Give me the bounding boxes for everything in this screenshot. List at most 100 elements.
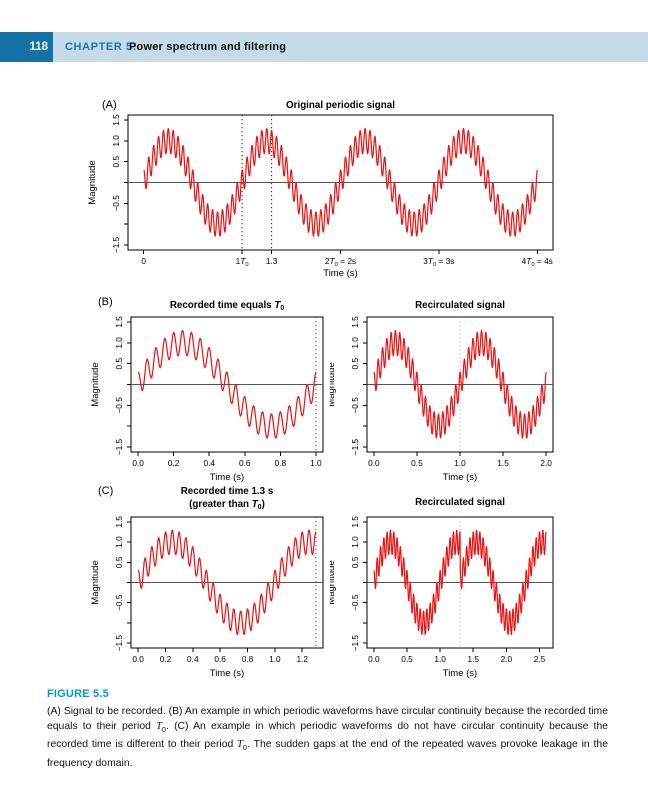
y-axis: −1.5 −0.5 0.5 1.0 1.5 (350, 316, 367, 455)
x-tick-label: 0.0 (132, 458, 144, 468)
x-tick-label: 1.0 (454, 458, 466, 468)
y-tick-label: −1.5 (350, 635, 360, 652)
y-tick-label: 1.0 (114, 337, 124, 349)
y-axis-label: Magnitude (330, 560, 337, 604)
y-tick-label: −0.5 (114, 594, 124, 611)
y-axis-label: Magnitude (87, 160, 98, 204)
y-tick-label: 0.5 (350, 358, 360, 370)
x-tick-label: 0.0 (132, 654, 144, 664)
x-axis-label: Time (s) (443, 668, 477, 679)
x-tick-label: 2.0 (501, 654, 513, 664)
x-tick-label: 1T0 (236, 256, 249, 268)
x-tick-label: 1.0 (434, 654, 446, 664)
plot-c-right: 0.0 0.5 1.0 1.5 2.0 2.5 −1.5 −0.5 0.5 1.0 1.5 Time … (330, 497, 554, 679)
y-tick-label: −0.5 (111, 195, 121, 212)
y-tick-label: 0.5 (114, 358, 124, 370)
x-axis: 0 1T0 1.3 2T0 = 2s 3T0 = 3s 4T0 = 4s (141, 250, 553, 268)
page-number-box: 118 (0, 32, 53, 62)
x-tick-label: 0.2 (168, 458, 180, 468)
plot-title: (greater than T0) (189, 499, 265, 511)
x-axis-label: Time (s) (443, 472, 477, 483)
y-tick-label: −0.5 (350, 397, 360, 414)
figure-caption-text: (A) Signal to be recorded. (B) An exampl… (47, 706, 608, 769)
plot-b-left: 0.0 0.2 0.4 0.6 0.8 1.0 −1.5 −0.5 0.5 1.0 1.5 Time … (90, 296, 324, 483)
signal-waveform (143, 128, 538, 237)
panel-label: (A) (102, 99, 117, 111)
x-tick-label: 0.8 (275, 458, 287, 468)
x-axis-label: Time (s) (210, 472, 244, 483)
x-tick-label: 1.5 (497, 458, 509, 468)
signal-waveform (373, 330, 547, 439)
x-tick-label: 1.2 (296, 654, 308, 664)
x-tick-label: 2T0 = 2s (325, 256, 356, 268)
x-tick-label: 0.6 (239, 458, 251, 468)
x-tick-label: 0.2 (160, 654, 172, 664)
signal-waveform (373, 529, 547, 636)
y-tick-label: 1.5 (350, 516, 360, 528)
x-axis: 0.0 0.2 0.4 0.6 0.8 1.0 (132, 452, 322, 468)
x-tick-label: 2.0 (540, 458, 552, 468)
x-tick-label: 3T0 = 3s (423, 256, 454, 268)
x-tick-label: 1.3 (266, 256, 278, 266)
x-tick-label: 0.6 (214, 654, 226, 664)
x-tick-label: 0.4 (187, 654, 199, 664)
x-tick-label: 0.0 (368, 654, 380, 664)
y-tick-label: −1.5 (111, 236, 121, 253)
x-axis: 0.0 0.2 0.4 0.6 0.8 1.0 1.2 (132, 648, 308, 664)
y-tick-label: 0.5 (114, 556, 124, 568)
y-axis: −1.5 −0.5 0.5 1.0 1.5 (111, 114, 128, 253)
y-tick-label: 1.0 (114, 536, 124, 548)
plot-c-left: 0.0 0.2 0.4 0.6 0.8 1.0 1.2 −1.5 −0.5 0.5 1.0 1.5 Ti… (90, 485, 324, 679)
chapter-header-bar: 118 CHAPTER 5: Power spectrum and filter… (0, 32, 648, 62)
y-tick-label: 1.5 (111, 114, 121, 126)
y-tick-label: −1.5 (350, 438, 360, 455)
y-tick-label: −1.5 (114, 438, 124, 455)
panel-label: (B) (98, 296, 113, 308)
panel-label: (C) (98, 485, 113, 497)
plot-b-right: 0.0 0.5 1.0 1.5 2.0 −1.5 −0.5 0.5 1.0 1.5 Time (s)… (330, 300, 554, 483)
figure-caption: FIGURE 5.5 (A) Signal to be recorded. (B… (47, 688, 608, 771)
y-axis-label: Magnitude (330, 362, 337, 406)
plot-title: Recirculated signal (415, 300, 505, 311)
y-tick-label: 0.5 (350, 556, 360, 568)
signal-waveform (137, 529, 317, 636)
y-axis: −1.5 −0.5 0.5 1.0 1.5 (114, 316, 131, 455)
y-tick-label: 0.5 (111, 156, 121, 168)
plot-title: Recorded time 1.3 s (181, 486, 274, 497)
signal-waveform (137, 330, 317, 439)
y-axis: −1.5 −0.5 0.5 1.0 1.5 (114, 516, 131, 652)
x-axis-label: Time (s) (323, 268, 357, 279)
page-number: 118 (29, 41, 48, 53)
plot-title: Original periodic signal (286, 100, 395, 111)
y-tick-label: 1.0 (111, 135, 121, 147)
y-tick-label: 1.0 (350, 337, 360, 349)
y-tick-label: −0.5 (350, 594, 360, 611)
x-tick-label: 2.5 (534, 654, 546, 664)
x-tick-label: 0.8 (242, 654, 254, 664)
x-tick-label: 0.0 (368, 458, 380, 468)
plot-title: Recorded time equals T0 (170, 300, 285, 312)
y-axis-label: Magnitude (90, 362, 101, 406)
y-tick-label: −0.5 (114, 397, 124, 414)
chapter-label: CHAPTER 5: (65, 41, 138, 53)
x-tick-label: 0.5 (411, 458, 423, 468)
y-tick-label: 1.5 (350, 316, 360, 328)
x-tick-label: 0.5 (401, 654, 413, 664)
y-axis: −1.5 −0.5 0.5 1.0 1.5 (350, 516, 367, 652)
y-tick-label: 1.5 (114, 516, 124, 528)
y-tick-label: −1.5 (114, 635, 124, 652)
y-axis-label: Magnitude (90, 560, 101, 604)
y-tick-label: 1.0 (350, 536, 360, 548)
x-tick-label: 0 (141, 256, 146, 266)
x-tick-label: 1.5 (467, 654, 479, 664)
x-axis: 0.0 0.5 1.0 1.5 2.0 (368, 452, 552, 468)
x-axis: 0.0 0.5 1.0 1.5 2.0 2.5 (368, 648, 546, 664)
x-tick-label: 1.0 (310, 458, 322, 468)
chapter-title: Power spectrum and filtering (129, 41, 287, 53)
x-axis-label: Time (s) (210, 668, 244, 679)
x-tick-label: 0.4 (203, 458, 215, 468)
x-tick-label: 4T0 = 4s (522, 256, 553, 268)
plot-a: 0 1T0 1.3 2T0 = 2s 3T0 = 3s 4T0 = 4s −1.5 −0.5 0… (87, 99, 554, 279)
